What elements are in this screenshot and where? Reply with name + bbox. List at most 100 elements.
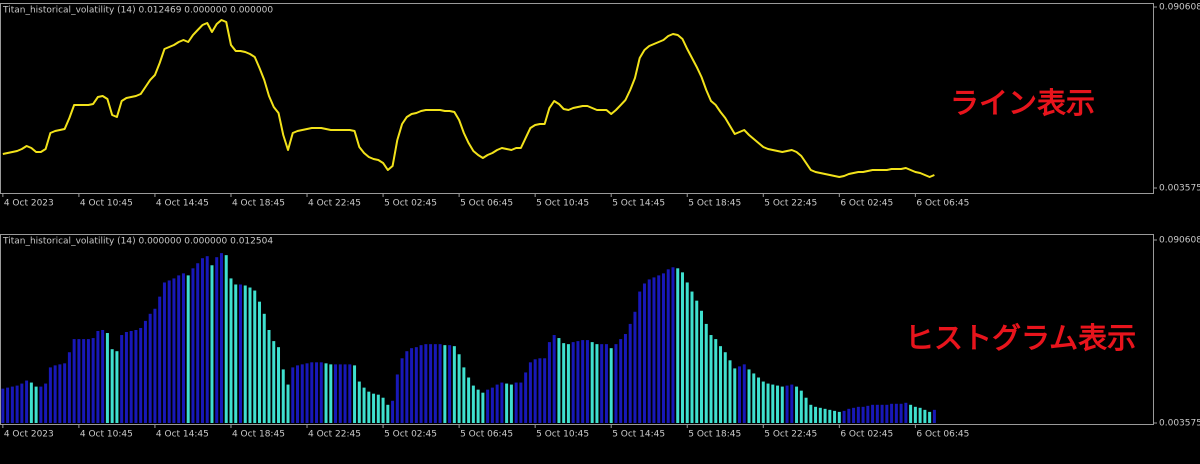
histogram-bar <box>904 402 908 423</box>
x-tick-label: 5 Oct 02:45 <box>384 430 437 440</box>
histogram-bar <box>528 362 532 423</box>
histogram-bar <box>738 366 742 423</box>
histogram-bar <box>286 384 290 423</box>
histogram-bar <box>685 282 689 423</box>
histogram-bar <box>191 268 195 423</box>
histogram-bar <box>162 282 166 423</box>
histogram-bar <box>219 253 223 423</box>
histogram-bar <box>39 386 43 423</box>
histogram-bar <box>153 308 157 423</box>
histogram-bar <box>134 329 138 423</box>
histogram-bar <box>633 311 637 423</box>
x-tick-label: 6 Oct 02:45 <box>840 199 893 209</box>
histogram-bar <box>690 291 694 423</box>
histogram-bar <box>766 383 770 423</box>
histogram-bar <box>105 333 109 423</box>
histogram-bar <box>462 367 466 423</box>
histogram-bar <box>353 365 357 423</box>
histogram-bar <box>842 410 846 423</box>
histogram-bar <box>699 310 703 423</box>
histogram-bar <box>457 354 461 423</box>
histogram-bar <box>709 335 713 423</box>
histogram-bar <box>158 296 162 423</box>
histogram-bar <box>818 407 822 423</box>
histogram-bar <box>253 290 257 423</box>
histogram-bar <box>880 404 884 423</box>
histogram-bar <box>847 408 851 423</box>
histogram-bar <box>628 323 632 423</box>
histogram-bar <box>229 278 233 423</box>
x-tick-label: 5 Oct 10:45 <box>536 430 589 440</box>
histogram-bar <box>262 313 266 423</box>
histogram-bar <box>714 339 718 423</box>
histogram-bar <box>680 272 684 423</box>
histogram-bar <box>334 364 338 423</box>
histogram-bar <box>343 364 347 423</box>
x-tick-label: 5 Oct 10:45 <box>536 199 589 209</box>
histogram-bar <box>533 359 537 423</box>
x-tick-label: 4 Oct 10:45 <box>80 430 133 440</box>
panel-frame <box>0 3 1154 194</box>
histogram-bar <box>728 360 732 423</box>
x-tick-label: 4 Oct 18:45 <box>232 430 285 440</box>
histogram-bar <box>890 403 894 423</box>
histogram-bar <box>15 385 19 423</box>
histogram-bar <box>367 391 371 423</box>
x-tick-label: 4 Oct 22:45 <box>308 430 361 440</box>
histogram-bar <box>581 340 585 423</box>
histogram-bar <box>780 386 784 423</box>
histogram-bar <box>319 362 323 423</box>
histogram-bar <box>395 374 399 423</box>
histogram-bar <box>281 369 285 423</box>
histogram-bar <box>619 339 623 423</box>
histogram-bar <box>82 339 86 423</box>
histogram-bar <box>585 340 589 423</box>
histogram-bar <box>785 385 789 423</box>
histogram-bar <box>476 389 480 423</box>
histogram-bar <box>909 404 913 423</box>
volatility-line <box>2 18 935 179</box>
histogram-bar <box>362 387 366 423</box>
histogram-bar <box>647 279 651 423</box>
histogram-bar <box>490 387 494 423</box>
x-tick-label: 4 Oct 2023 <box>4 199 54 209</box>
histogram-bar <box>77 339 81 423</box>
histogram-bar <box>86 339 90 423</box>
histogram-bar <box>837 411 841 423</box>
histogram-bar <box>495 384 499 423</box>
histogram-bar <box>852 407 856 423</box>
x-tick-label: 5 Oct 02:45 <box>384 199 437 209</box>
histogram-bar <box>200 258 204 423</box>
histogram-bar <box>248 287 252 423</box>
histogram-bar <box>129 330 133 423</box>
histogram-bar <box>172 278 176 423</box>
histogram-bar <box>53 365 57 423</box>
histogram-bar <box>695 300 699 423</box>
histogram-bar <box>91 338 95 423</box>
histogram-bar <box>124 332 128 423</box>
histogram-bar <box>433 344 437 423</box>
histogram-bar <box>110 349 114 423</box>
histogram-bar <box>519 382 523 423</box>
histogram-bar <box>414 347 418 423</box>
histogram-bar <box>871 404 875 423</box>
x-tick-label: 4 Oct 14:45 <box>156 430 209 440</box>
histogram-bar <box>238 284 242 423</box>
histogram-bar <box>899 403 903 423</box>
histogram-bar <box>552 335 556 423</box>
histogram-bar <box>538 358 542 423</box>
histogram-bar <box>386 404 390 423</box>
histogram-bar <box>234 284 238 423</box>
histogram-bar <box>410 348 414 423</box>
histogram-bar <box>10 386 14 423</box>
histogram-bar <box>452 346 456 423</box>
histogram-bar <box>804 397 808 423</box>
x-tick-label: 4 Oct 10:45 <box>80 199 133 209</box>
histogram-bar <box>272 341 276 423</box>
histogram-bar <box>25 380 29 423</box>
histogram-bar <box>795 386 799 423</box>
histogram-bar <box>571 342 575 423</box>
histogram-bar <box>267 329 271 423</box>
histogram-bar <box>315 362 319 423</box>
